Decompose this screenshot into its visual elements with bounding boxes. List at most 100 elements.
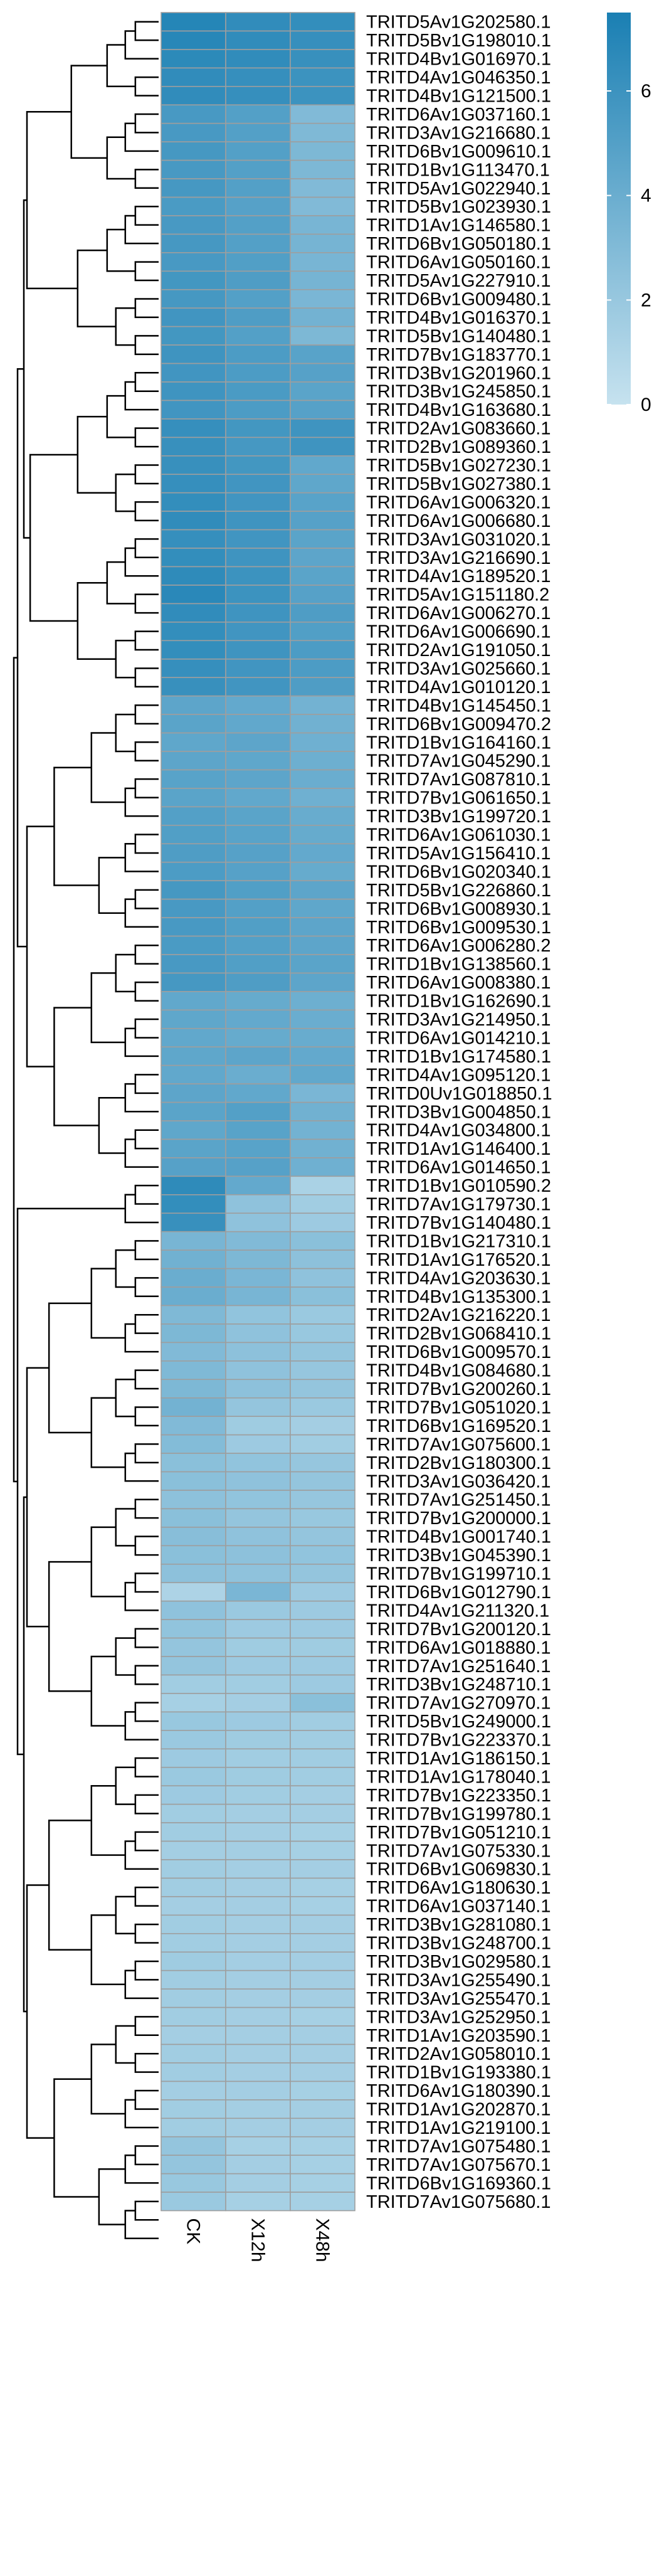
row-label: TRITD3Bv1G199720.1 xyxy=(366,807,551,827)
row-label: TRITD1Av1G146400.1 xyxy=(366,1139,550,1159)
heatmap-cell xyxy=(225,1859,291,1879)
heatmap-cell xyxy=(225,1046,291,1066)
heatmap-cell xyxy=(225,825,291,845)
heatmap-cell xyxy=(161,418,226,438)
heatmap-cell xyxy=(225,1490,291,1510)
dendrogram-branch xyxy=(124,1969,159,2000)
heatmap-cell xyxy=(290,732,356,752)
heatmap-cell xyxy=(225,196,291,216)
heatmap-cell xyxy=(225,695,291,715)
heatmap-cell xyxy=(225,2025,291,2045)
heatmap-cell xyxy=(290,1877,356,1897)
heatmap-cell xyxy=(161,1268,226,1288)
heatmap-cell xyxy=(290,1175,356,1195)
heatmap-cell xyxy=(161,2192,226,2212)
heatmap-cell xyxy=(225,2192,291,2212)
heatmap-cell xyxy=(225,1471,291,1491)
heatmap-cell xyxy=(161,1027,226,1048)
heatmap-cell xyxy=(161,1545,226,1565)
row-label: TRITD1Bv1G174580.1 xyxy=(366,1047,551,1067)
heatmap-cell xyxy=(225,1914,291,1934)
heatmap-cell xyxy=(290,1822,356,1842)
heatmap-cell xyxy=(290,1360,356,1381)
row-label: TRITD7Bv1G051210.1 xyxy=(366,1823,551,1843)
heatmap-cell xyxy=(290,1840,356,1860)
heatmap-cell xyxy=(290,30,356,50)
heatmap-cell xyxy=(161,2173,226,2193)
heatmap-cell xyxy=(225,1545,291,1565)
heatmap-cell xyxy=(290,2043,356,2064)
heatmap-cell xyxy=(225,2155,291,2175)
heatmap-cell xyxy=(225,603,291,623)
row-label: TRITD6Bv1G009570.1 xyxy=(366,1342,551,1362)
heatmap-cell xyxy=(225,1416,291,1436)
row-label: TRITD6Av1G037140.1 xyxy=(366,1897,550,1917)
dendrogram-branch xyxy=(134,1831,159,1852)
heatmap-cell xyxy=(225,381,291,401)
dendrogram-branch xyxy=(134,261,159,282)
row-label: TRITD1Av1G146580.1 xyxy=(366,216,550,236)
heatmap-cell xyxy=(225,1305,291,1325)
row-label: TRITD7Av1G251640.1 xyxy=(366,1656,550,1677)
colorbar-ticks: 0 2 4 6 xyxy=(607,81,651,415)
heatmap-cell xyxy=(225,1748,291,1768)
dendrogram-branch xyxy=(134,944,159,965)
heatmap-cell xyxy=(290,1564,356,1584)
row-label: TRITD4Bv1G145450.1 xyxy=(366,696,551,716)
row-label: TRITD6Bv1G169520.1 xyxy=(366,1416,551,1436)
heatmap-cell xyxy=(225,474,291,494)
dendrogram-branch xyxy=(90,1784,125,1856)
row-label: TRITD3Av1G025660.1 xyxy=(366,659,550,679)
heatmap-cell xyxy=(290,1157,356,1177)
dendrogram-branch xyxy=(13,657,18,1483)
dendrogram-branch xyxy=(134,741,159,761)
row-label: TRITD6Bv1G009530.1 xyxy=(366,918,551,938)
heatmap-cell xyxy=(161,1766,226,1787)
column-label: X12h xyxy=(248,2218,268,2262)
heatmap-cell xyxy=(225,1730,291,1750)
row-label: TRITD1Bv1G193380.1 xyxy=(366,2063,551,2083)
dendrogram-branch xyxy=(76,249,116,327)
heatmap-cell xyxy=(290,1138,356,1158)
heatmap-cell xyxy=(225,1064,291,1084)
colorbar-tick-label: 6 xyxy=(641,81,651,102)
row-label: TRITD5Bv1G198010.1 xyxy=(366,31,551,51)
dendrogram-branch xyxy=(134,538,159,559)
row-label: TRITD5Bv1G027380.1 xyxy=(366,474,551,494)
dendrogram-branch xyxy=(98,857,125,914)
dendrogram-branch xyxy=(124,2154,159,2184)
row-label: TRITD1Bv1G162690.1 xyxy=(366,992,551,1012)
column-label: CK xyxy=(183,2218,204,2245)
heatmap-cell xyxy=(290,1434,356,1454)
heatmap-cell xyxy=(290,1249,356,1269)
dendrogram-branch xyxy=(134,1018,159,1039)
heatmap-cell xyxy=(225,1249,291,1269)
dendrogram-branch xyxy=(106,395,135,438)
heatmap-cell xyxy=(161,289,226,309)
dendrogram-branch xyxy=(53,2078,99,2198)
heatmap-cell xyxy=(161,935,226,955)
heatmap-cell xyxy=(161,1619,226,1639)
row-label: TRITD6Av1G006680.1 xyxy=(366,511,550,531)
heatmap-cell xyxy=(290,622,356,642)
heatmap-cell xyxy=(290,1711,356,1731)
row-label: TRITD7Av1G251450.1 xyxy=(366,1490,550,1510)
heatmap-cell xyxy=(161,1323,226,1344)
heatmap-cell xyxy=(290,1323,356,1344)
heatmap-cell xyxy=(225,1397,291,1418)
row-label: TRITD6Bv1G009470.2 xyxy=(366,714,551,734)
heatmap-cell xyxy=(161,455,226,475)
dendrogram-branch xyxy=(29,453,78,622)
heatmap-cell xyxy=(161,1471,226,1491)
heatmap-cell xyxy=(290,714,356,734)
row-label: TRITD7Bv1G140480.1 xyxy=(366,1213,551,1233)
row-label: TRITD6Bv1G008930.1 xyxy=(366,899,551,919)
dendrogram-branch xyxy=(124,2210,159,2239)
heatmap-cell xyxy=(161,252,226,272)
heatmap-cell xyxy=(290,658,356,679)
heatmap-cell xyxy=(290,215,356,235)
dendrogram-branch xyxy=(115,307,135,346)
row-label: TRITD3Av1G214950.1 xyxy=(366,1010,550,1030)
row-label: TRITD7Bv1G199710.1 xyxy=(366,1564,551,1584)
heatmap-cell xyxy=(290,2080,356,2101)
